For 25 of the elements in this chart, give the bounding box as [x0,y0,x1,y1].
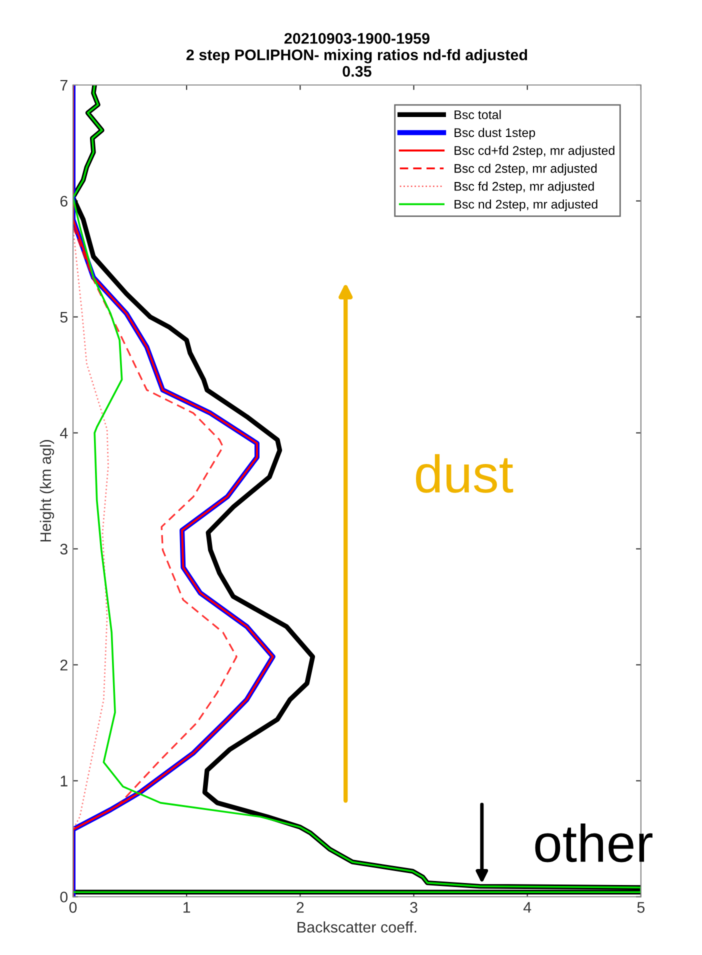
y-tick-label: 4 [60,428,68,438]
chart-title: 20210903-1900-1959 2 step POLIPHON- mixing ratios nd-fd adjusted 0.35 [186,33,528,77]
x-axis-title: Backscatter coeff. [298,921,416,933]
legend-label: Bsc total [454,110,501,120]
annotation: other [535,823,652,862]
legend-label: Bsc fd 2step, mr adjusted [454,182,594,194]
annotation: dust [416,454,514,493]
x-tick-label: 1 [184,902,190,913]
legend-label: Bsc cd+fd 2step, mr adjusted [454,146,614,158]
y-tick-label: 3 [60,544,68,555]
x-tick-label: 4 [523,902,532,913]
legend-label: Bsc dust 1step [454,128,536,140]
y-tick-label: 6 [60,196,68,207]
y-tick-label: 7 [60,80,68,91]
y-tick-label: 1 [60,776,68,786]
x-tick-label: 2 [296,902,304,913]
y-tick-label: 5 [60,312,68,323]
x-tick-label: 3 [410,902,418,913]
legend-label: Bsc cd 2step, mr adjusted [454,164,597,176]
x-tick-label: 5 [637,902,645,913]
y-axis-title: Height (km agl) [40,440,54,542]
y-tick-label: 2 [60,660,68,670]
y-tick-label: 0 [60,892,68,902]
x-tick-label: 0 [69,902,77,913]
legend-label: Bsc nd 2step, mr adjusted [454,199,598,212]
